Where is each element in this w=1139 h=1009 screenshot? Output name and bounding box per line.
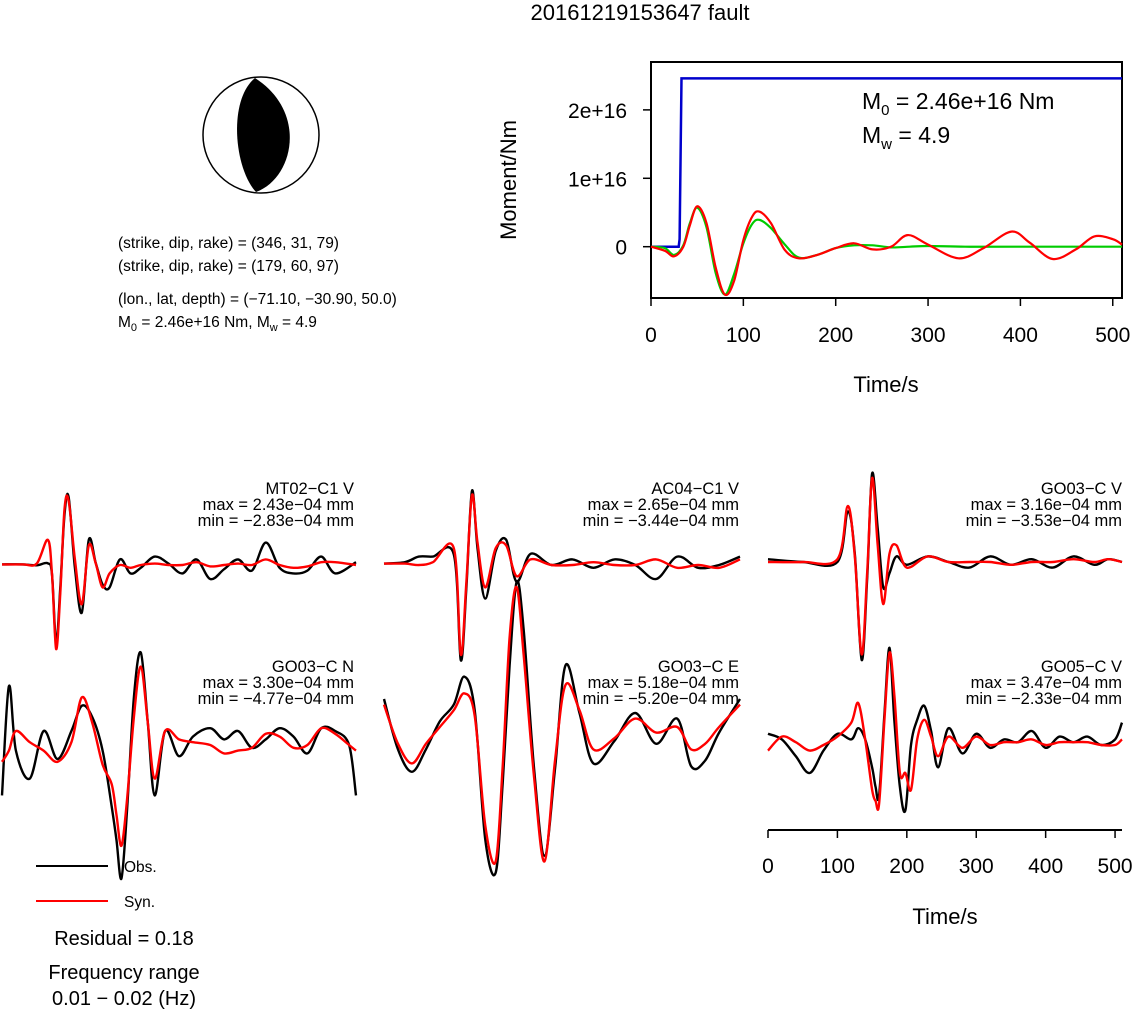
trace-2-max-label: max = 2.65e−04 mm (588, 496, 739, 514)
moment-m0-annotation: M0 = 2.46e+16 Nm (862, 88, 1054, 119)
trace-6-min-label: min = −2.33e−04 mm (966, 690, 1122, 708)
trace-axis-ticks: 0 100 200 300 400 500 (762, 830, 1133, 878)
trace-5-synthetic-line (382, 585, 741, 865)
location-text: (lon., lat, depth) = (−71.10, −30.90, 50… (118, 291, 397, 308)
moment-plot: 0 100 200 300 400 500 0 1e+16 2e+16 Moment/Nm T… (496, 61, 1130, 397)
trace-4-min-label: min = −4.77e−04 mm (198, 690, 354, 708)
trace-2-title-label: AC04−C1 V (651, 480, 739, 498)
beachball-compression-quadrant (237, 78, 290, 192)
moment-x-tick-label: 100 (726, 324, 761, 347)
moment-x-label: Time/s (853, 372, 918, 397)
beachball (202, 76, 320, 194)
trace-4-synthetic-line (0, 665, 357, 848)
trace-x-tick-label: 100 (820, 855, 855, 878)
moment-y-tick-label: 2e+16 (568, 100, 627, 123)
moment-x-axis: 0 100 200 300 400 500 (645, 298, 1130, 347)
moment-y-tick-label: 0 (615, 237, 627, 260)
trace-3-max-label: max = 3.16e−04 mm (971, 496, 1122, 514)
moment-x-tick-label: 300 (911, 324, 946, 347)
moment-series-group (650, 77, 1123, 297)
moment-x-tick-label: 500 (1095, 324, 1130, 347)
moment-x-tick-label: 200 (818, 324, 853, 347)
residual-text: Residual = 0.18 (54, 928, 194, 950)
moment-plot-frame (650, 61, 1123, 299)
trace-3-synthetic-line (767, 476, 1123, 656)
trace-5-max-label: max = 5.18e−04 mm (588, 674, 739, 692)
legend-obs-label: Obs. (124, 859, 157, 876)
moment-mw-annotation: Mw = 4.9 (862, 122, 950, 153)
trace-x-tick-label: 500 (1098, 855, 1133, 878)
trace-1-title-label: MT02−C1 V (266, 480, 355, 498)
trace-2-synthetic-line (383, 493, 741, 656)
trace-x-label: Time/s (912, 904, 977, 929)
moment-magnitude-text: M0 = 2.46e+16 Nm, Mw = 4.9 (118, 314, 317, 334)
figure-title: 20161219153647 fault (531, 0, 750, 25)
trace-2-min-label: min = −3.44e−04 mm (583, 512, 739, 530)
trace-x-tick-label: 0 (762, 855, 774, 878)
trace-5-title-label: GO03−C E (658, 658, 739, 676)
trace-4-max-label: max = 3.30e−04 mm (203, 674, 354, 692)
moment-x-tick-label: 0 (645, 324, 657, 347)
trace-x-tick-label: 400 (1028, 855, 1063, 878)
trace-5-observed-line (382, 579, 742, 877)
trace-6-max-label: max = 3.47e−04 mm (971, 674, 1122, 692)
trace-6-observed-line (767, 646, 1124, 814)
trace-4-title-label: GO03−C N (272, 658, 354, 676)
plane-2-text: (strike, dip, rake) = (179, 60, 97) (118, 258, 339, 275)
trace-6-title-label: GO05−C V (1041, 658, 1122, 676)
moment-series-line-1 (650, 206, 1122, 296)
moment-y-tick-label: 1e+16 (568, 168, 627, 191)
trace-3-title-label: GO03−C V (1041, 480, 1122, 498)
trace-3-min-label: min = −3.53e−04 mm (966, 512, 1122, 530)
trace-x-tick-label: 300 (959, 855, 994, 878)
frequency-range: 0.01 − 0.02 (Hz) (52, 988, 196, 1009)
trace-5-min-label: min = −5.20e−04 mm (583, 690, 739, 708)
legend: Obs. Syn. (36, 859, 157, 911)
trace-x-tick-label: 200 (889, 855, 924, 878)
trace-time-axis: 0 100 200 300 400 500 Time/s (762, 829, 1133, 929)
plane-1-text: (strike, dip, rake) = (346, 31, 79) (118, 235, 339, 252)
trace-6-synthetic-line (767, 651, 1123, 811)
moment-series-line-0 (651, 77, 1122, 248)
moment-series-line-2 (650, 205, 1123, 297)
moment-y-axis: 0 1e+16 2e+16 (568, 100, 651, 260)
trace-1-max-label: max = 2.43e−04 mm (203, 496, 354, 514)
legend-syn-label: Syn. (124, 894, 155, 911)
moment-x-tick-label: 400 (1003, 324, 1038, 347)
moment-y-label: Moment/Nm (496, 120, 521, 240)
trace-1-synthetic-line (1, 494, 357, 651)
frequency-title: Frequency range (48, 962, 199, 984)
mechanism-info: (strike, dip, rake) = (346, 31, 79) (str… (118, 235, 397, 334)
trace-1-min-label: min = −2.83e−04 mm (198, 512, 354, 530)
